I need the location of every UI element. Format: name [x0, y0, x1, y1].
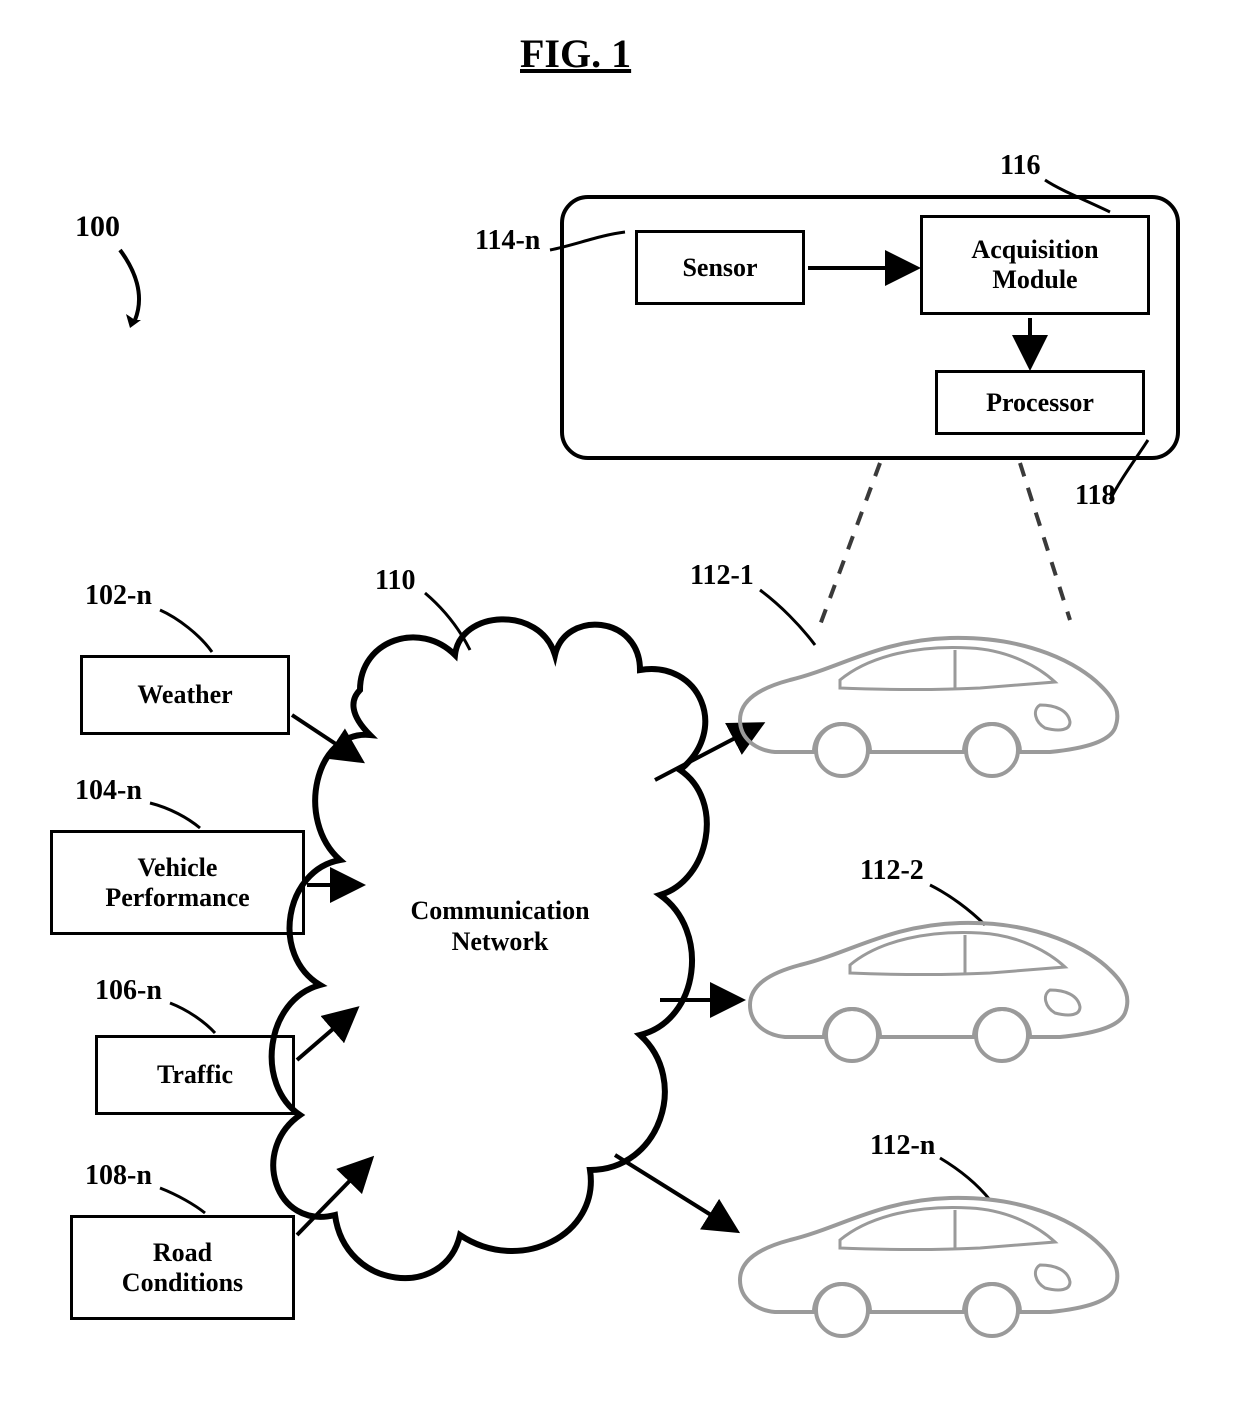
ref-traffic: 106-n: [95, 975, 162, 1007]
ref-weather: 102-n: [85, 580, 152, 612]
vehicle-3-icon: [740, 1198, 1117, 1336]
sensor-box: Sensor: [635, 230, 805, 305]
processor-box: Processor: [935, 370, 1145, 435]
sensor-label: Sensor: [682, 253, 757, 283]
weather-label: Weather: [137, 680, 232, 710]
network-label: Communication Network: [370, 895, 630, 957]
ref-acquisition: 116: [1000, 150, 1040, 182]
traffic-box: Traffic: [95, 1035, 295, 1115]
acquisition-box: Acquisition Module: [920, 215, 1150, 315]
vperf-label: Vehicle Performance: [105, 853, 249, 913]
ref-system: 100: [75, 210, 120, 244]
vperf-box: Vehicle Performance: [50, 830, 305, 935]
ref-processor: 118: [1075, 480, 1115, 512]
weather-box: Weather: [80, 655, 290, 735]
vehicle-2-icon: [750, 923, 1127, 1061]
vehicle-1-icon: [740, 638, 1117, 776]
traffic-label: Traffic: [157, 1060, 233, 1090]
ref-vehicle-3: 112-n: [870, 1130, 935, 1162]
acquisition-label: Acquisition Module: [971, 235, 1098, 295]
ref-network: 110: [375, 565, 415, 597]
ref-sensor: 114-n: [475, 225, 540, 257]
figure-title: FIG. 1: [520, 30, 631, 77]
road-box: Road Conditions: [70, 1215, 295, 1320]
ref-road: 108-n: [85, 1160, 152, 1192]
ref-vehicle-1: 112-1: [690, 560, 754, 592]
road-label: Road Conditions: [122, 1238, 243, 1298]
ref-vperf: 104-n: [75, 775, 142, 807]
ref-vehicle-2: 112-2: [860, 855, 924, 887]
processor-label: Processor: [986, 388, 1094, 418]
